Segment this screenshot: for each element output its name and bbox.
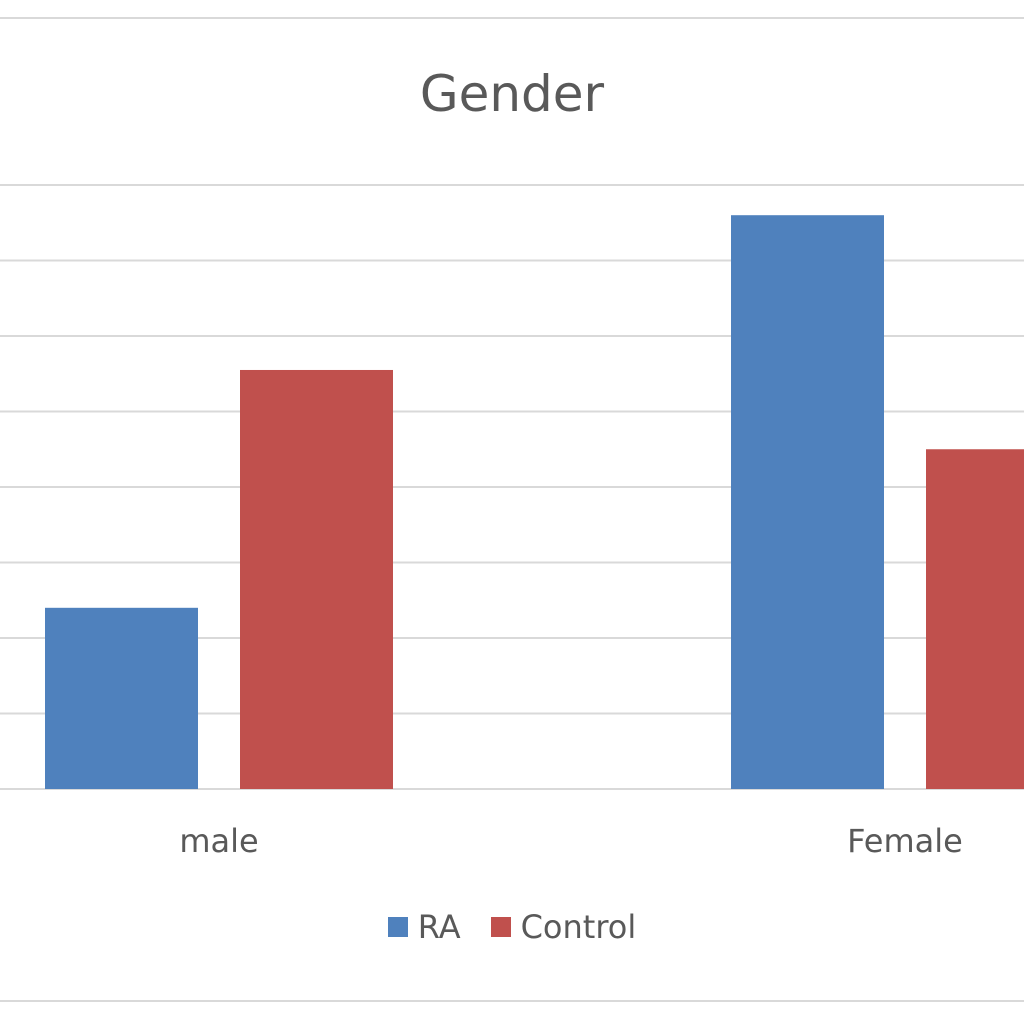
legend-item-control: Control <box>490 908 637 946</box>
chart-top-border <box>0 17 1024 19</box>
legend-swatch-ra <box>387 917 408 937</box>
legend: RA Control <box>0 908 1024 946</box>
legend-label-control: Control <box>520 908 637 946</box>
bar-ra-male <box>45 607 198 789</box>
category-label-male: male <box>179 822 258 860</box>
chart-bottom-border <box>0 1000 1024 1002</box>
category-label-female: Female <box>847 822 963 860</box>
legend-label-ra: RA <box>417 908 461 946</box>
bars <box>45 215 1024 789</box>
bar-ra-female <box>731 215 884 789</box>
category-labels: male Female <box>179 822 963 860</box>
legend-swatch-control <box>490 917 511 937</box>
bar-control-female <box>926 449 1024 789</box>
legend-item-ra: RA <box>387 908 461 946</box>
bar-control-male <box>240 369 393 789</box>
chart-title: Gender <box>419 65 605 123</box>
